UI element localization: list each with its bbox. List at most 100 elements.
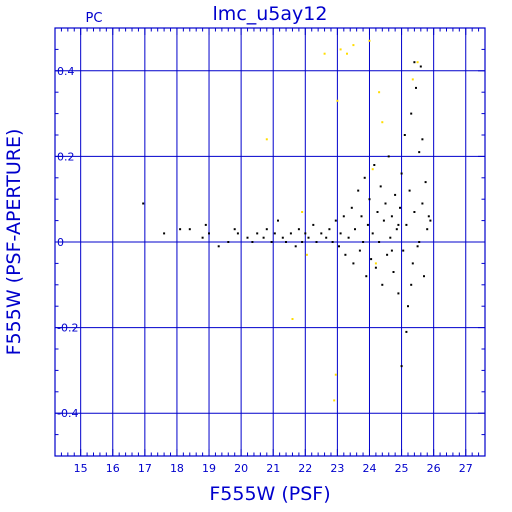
data-point [262, 236, 265, 239]
outlier-point [416, 61, 419, 64]
data-point [373, 164, 376, 166]
data-point [188, 228, 191, 231]
data-point [418, 151, 421, 154]
data-point [204, 223, 207, 226]
data-point [400, 365, 403, 368]
data-point [390, 215, 393, 218]
x-tick-label: 25 [395, 462, 409, 475]
data-point [397, 292, 400, 295]
data-point [363, 176, 366, 179]
data-point [394, 193, 397, 196]
data-point [381, 283, 384, 286]
data-point [294, 245, 297, 248]
data-point [325, 236, 328, 239]
outlier-point [378, 91, 381, 94]
data-point [201, 236, 204, 239]
data-point [408, 189, 411, 192]
data-point [227, 241, 230, 243]
x-tick-label: 24 [362, 462, 376, 475]
data-point [426, 228, 429, 231]
data-point [217, 245, 220, 248]
data-point [365, 275, 368, 278]
data-point [389, 236, 392, 239]
data-point [265, 228, 268, 231]
data-point [357, 189, 360, 192]
data-point [419, 65, 422, 68]
data-point [233, 228, 236, 231]
data-point [416, 245, 419, 248]
data-point [415, 86, 417, 89]
data-point [403, 134, 406, 136]
grid-lines [55, 28, 485, 456]
data-point [360, 215, 363, 218]
x-axis-ticks: 15 16 17 18 19 20 21 22 23 24 25 26 27 [54, 28, 486, 475]
data-point [277, 219, 279, 222]
data-point [410, 283, 413, 286]
chart-title: lmc_u5ay12 [213, 3, 328, 25]
data-points [142, 39, 432, 402]
data-point [285, 241, 287, 243]
data-point [352, 262, 355, 265]
data-point [315, 241, 318, 243]
data-point [427, 215, 430, 218]
chart-corner-label: PC [86, 11, 103, 26]
data-point [338, 245, 340, 248]
data-point [281, 236, 284, 239]
x-tick-label: 27 [459, 462, 473, 475]
data-point [328, 228, 331, 231]
data-point [374, 266, 377, 269]
data-point [418, 241, 421, 243]
data-point [320, 232, 323, 235]
data-point [371, 232, 374, 235]
data-point [405, 330, 408, 333]
data-point [421, 202, 424, 205]
x-tick-label: 21 [266, 462, 280, 475]
data-point [379, 185, 382, 188]
outlier-point [346, 52, 348, 55]
data-point [289, 232, 292, 235]
data-point [246, 236, 249, 239]
x-tick-label: 19 [202, 462, 216, 475]
data-point [402, 249, 405, 252]
data-point [421, 138, 424, 141]
outlier-point [368, 39, 371, 42]
data-point [339, 232, 342, 235]
data-point [350, 206, 353, 209]
data-point [334, 219, 337, 222]
data-point [400, 172, 403, 175]
data-point [270, 241, 273, 243]
x-tick-label: 17 [138, 462, 152, 475]
outlier-point [323, 52, 326, 55]
x-axis-label: F555W (PSF) [209, 483, 330, 505]
data-point [256, 232, 259, 235]
data-point [397, 223, 400, 226]
data-point [297, 228, 300, 231]
data-point [301, 241, 304, 243]
x-tick-label: 26 [427, 462, 441, 475]
data-point [304, 232, 307, 235]
data-point [429, 219, 432, 222]
data-point [342, 215, 345, 218]
data-point [413, 211, 416, 213]
data-point [376, 211, 379, 213]
data-point [424, 181, 427, 184]
data-point [386, 253, 389, 256]
outlier-point [265, 138, 268, 141]
data-point [331, 241, 334, 243]
data-point [362, 241, 365, 243]
data-point [387, 155, 390, 158]
y-tick-label: -0.4 [57, 407, 78, 420]
data-point [273, 232, 276, 235]
data-point [312, 223, 315, 226]
data-point [236, 232, 239, 235]
outlier-point [381, 121, 384, 124]
outlier-point [334, 373, 337, 376]
data-point [370, 258, 373, 261]
y-axis-ticks: -0.4-0.200.20.4 [55, 27, 485, 457]
data-point [378, 241, 381, 243]
outlier-point [301, 211, 304, 213]
data-point [142, 202, 145, 205]
outlier-point [411, 78, 414, 81]
outlier-point [333, 399, 336, 402]
